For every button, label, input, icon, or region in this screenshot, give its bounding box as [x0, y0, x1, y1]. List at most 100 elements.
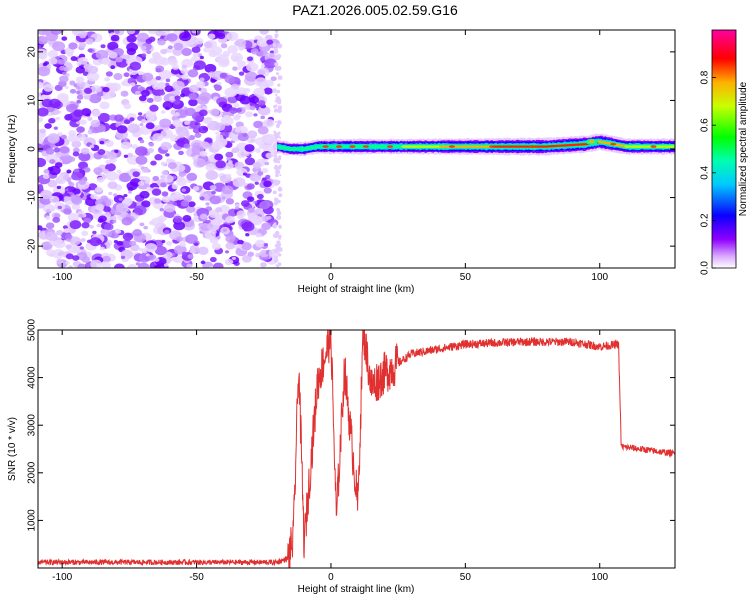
colorbar-gradient — [711, 29, 737, 269]
spectrogram-noise-cell — [122, 232, 134, 241]
snr-x-label: Height of straight line (km) — [298, 584, 415, 595]
snr-y-tick-label: 2000 — [27, 461, 38, 484]
spectrogram-noise-cell — [166, 240, 173, 246]
spectrogram-noise-cell — [79, 119, 87, 125]
spectrogram-noise-cell — [272, 142, 278, 148]
spectrogram-noise-cell — [160, 48, 168, 55]
spectrogram-noise-cell — [123, 72, 130, 78]
spectrogram-noise-cell — [214, 153, 224, 161]
spectrogram-noise-cell — [104, 77, 111, 82]
spectrogram-noise-cell — [71, 140, 82, 148]
spectrogram-noise-cell — [128, 190, 132, 194]
spectrogram-noise-cell — [276, 100, 280, 104]
spectrogram-noise-cell — [270, 76, 277, 82]
spectrogram-noise-cell — [154, 257, 160, 262]
spectrogram-noise-cell — [70, 194, 82, 204]
spectrogram-noise-cell — [235, 93, 246, 102]
spectrogram-noise-cell — [165, 78, 171, 83]
spectrogram-noise-cell — [67, 134, 78, 143]
spectrogram-noise-cell — [53, 147, 61, 153]
spectrogram-noise-cell — [276, 215, 282, 221]
spectrogram-noise-cell — [83, 166, 91, 173]
spectrogram-noise-cell — [161, 170, 169, 176]
spectrogram-noise-cell — [211, 218, 221, 226]
spectrogram-noise-cell — [99, 140, 105, 145]
spectrogram-noise-cell — [263, 87, 273, 95]
spectrogram-noise-cell — [178, 170, 187, 177]
spectrogram-noise-cell — [97, 149, 106, 155]
spectrogram-noise-cell — [238, 71, 245, 76]
spectrogram-noise-cell — [127, 123, 141, 134]
spectrogram-noise-cell — [188, 92, 197, 100]
spectrogram-noise-cell — [95, 203, 105, 211]
spectrogram-noise-cell — [274, 120, 277, 123]
spectrogram-noise-cell — [103, 206, 111, 213]
spectrogram-noise-cell — [148, 220, 155, 226]
spectrogram-noise-cell — [236, 210, 246, 218]
spectrogram-noise-cell — [141, 200, 151, 208]
spectrogram-noise-cell — [274, 164, 278, 168]
spectrogram-noise-cell — [211, 190, 216, 195]
spectrogram-noise-cell — [202, 117, 212, 125]
spectrogram-noise-cell — [247, 251, 255, 257]
spectrogram-noise-cell — [237, 239, 244, 245]
spectrogram-noise-cell — [262, 177, 267, 181]
spectrogram-noise-cell — [155, 75, 162, 81]
spectrogram-noise-cell — [62, 225, 68, 230]
spectrogram-noise-cell — [173, 221, 186, 231]
spectrogram-noise-cell — [127, 152, 134, 158]
spectrogram-noise-cell — [114, 30, 120, 35]
spectrogram-noise-cell — [198, 109, 208, 117]
spectrogram-noise-cell — [148, 36, 156, 42]
spectrogram-noise-cell — [95, 49, 109, 60]
spectrogram-noise-cell — [94, 186, 103, 193]
spectrogram-noise-cell — [225, 151, 234, 158]
spectrogram-noise-cell — [163, 251, 173, 259]
spectrogram-noise-cell — [255, 239, 266, 248]
spectrogram-noise-cell — [138, 164, 143, 168]
spectrogram-noise-cell — [85, 38, 94, 45]
spectrogram-noise-cell — [140, 45, 147, 51]
spectrogram-noise-cell — [85, 197, 97, 207]
spectrogram-noise-cell — [181, 188, 187, 192]
spectrogram-noise-cell — [98, 215, 107, 223]
spectrogram-noise-cell — [199, 213, 208, 220]
spectrogram-noise-cell — [253, 87, 265, 97]
spectrogram-noise-cell — [203, 46, 211, 53]
spectrogram-noise-cell — [236, 87, 247, 95]
spectrogram-signal-core — [588, 140, 595, 144]
spectrogram-noise-cell — [253, 200, 258, 204]
spectrogram-noise-cell — [114, 149, 119, 154]
spectrogram-noise-cell — [242, 172, 247, 176]
spectrogram-noise-cell — [188, 98, 198, 107]
spectrogram-noise-cell — [148, 142, 155, 147]
spectrogram-noise-cell — [105, 211, 110, 215]
spectrogram-noise-cell — [78, 152, 91, 162]
spectrogram-noise-cell — [244, 111, 253, 118]
spectrogram-noise-cell — [115, 229, 122, 234]
spectrogram-noise-cell — [62, 175, 70, 180]
spectrogram-noise-cell — [278, 193, 283, 198]
spectrogram-noise-cell — [167, 45, 173, 50]
spectrogram-noise-cell — [217, 32, 226, 40]
spectrogram-noise-cell — [47, 50, 59, 58]
spectrogram-noise-cell — [123, 119, 131, 125]
spectrogram-noise-cell — [159, 207, 165, 212]
spectrogram-noise-cell — [121, 239, 133, 249]
spectrogram-noise-cell — [47, 179, 58, 188]
spectrogram-noise-cell — [260, 262, 267, 268]
snr-y-label: SNR (10 * v/v) — [7, 417, 18, 481]
spectrogram-noise-cell — [81, 222, 90, 229]
spectrogram-noise-cell — [69, 220, 82, 230]
snr-x-tick-label: 0 — [328, 572, 334, 583]
spectrogram-noise-cell — [208, 33, 216, 40]
spectrogram-noise-cell — [49, 159, 56, 165]
spectrogram-noise-cell — [237, 66, 242, 70]
spectrogram-noise-cell — [182, 215, 192, 222]
spectrogram-noise-cell — [273, 201, 279, 206]
spectrogram-noise-cell — [48, 57, 58, 65]
spectrogram-noise-cell — [193, 158, 206, 168]
spectrogram-noise-cell — [272, 223, 277, 229]
spectrogram-noise-cell — [151, 217, 164, 227]
spectrogram-noise-cell — [57, 59, 65, 65]
